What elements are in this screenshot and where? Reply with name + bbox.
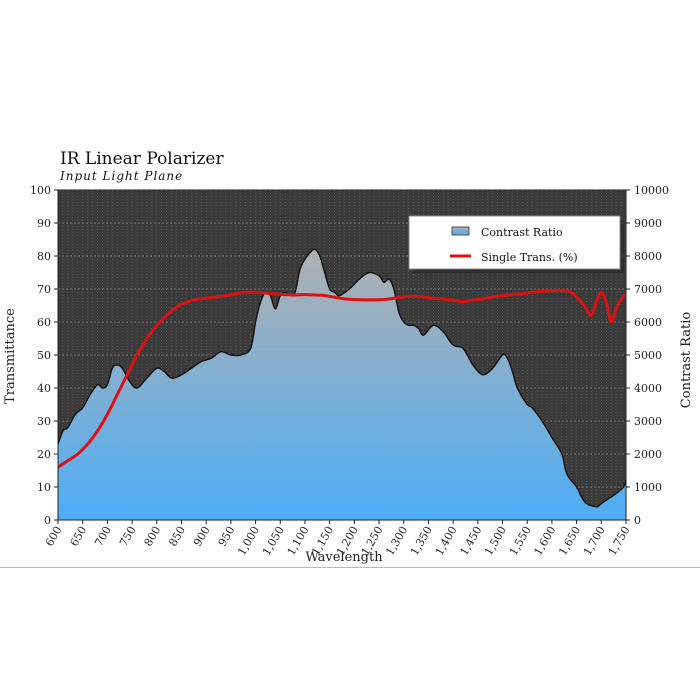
x-tick-label: 1,300 [383, 524, 410, 558]
legend-swatch-contrast-ratio [451, 226, 470, 236]
x-tick-label: 1,400 [433, 524, 460, 558]
y2-tick-label: 4000 [634, 382, 662, 395]
contrast-ratio-area [58, 249, 626, 520]
x-tick-label: 1,050 [260, 524, 287, 558]
x-tick-label: 1,650 [556, 524, 583, 558]
y-tick-label: 60 [37, 316, 51, 329]
x-tick-label: 650 [68, 524, 90, 549]
x-tick-label: 1,450 [457, 524, 484, 558]
y-tick-label: 50 [37, 349, 51, 362]
x-tick-label: 800 [142, 524, 164, 549]
chart-title: IR Linear Polarizer [60, 149, 224, 169]
x-tick-label: 1,700 [581, 524, 608, 558]
y2-tick-label: 7000 [634, 283, 662, 296]
y-tick-label: 90 [37, 217, 51, 230]
y2-axis-ticks: 0 1000 2000 3000 4000 5000 6000 7000 8000 9000 100… [626, 184, 669, 527]
y-tick-label: 30 [37, 415, 51, 428]
x-tick-label: 1,550 [507, 524, 534, 558]
single-trans-line [58, 288, 626, 469]
x-tick-label: 1,350 [408, 524, 435, 558]
y-tick-label: 80 [37, 250, 51, 263]
y2-tick-label: 10000 [634, 184, 669, 197]
y-axis-ticks: 0 10 20 30 40 50 60 70 80 90 100 [30, 184, 58, 527]
y2-tick-label: 8000 [634, 250, 662, 263]
y-tick-label: 70 [37, 283, 51, 296]
y-tick-label: 0 [44, 514, 51, 527]
y-tick-label: 100 [30, 184, 51, 197]
x-tick-label: 700 [92, 524, 114, 549]
y2-tick-label: 0 [634, 514, 641, 527]
y2-tick-label: 9000 [634, 217, 662, 230]
contrast-ratio-area-group [58, 248, 626, 520]
x-tick-label: 1,750 [606, 524, 633, 558]
legend-label-single-trans: Single Trans. (%) [481, 251, 578, 264]
y2-tick-label: 6000 [634, 316, 662, 329]
y-tick-label: 40 [37, 382, 51, 395]
y-axis-title: Transmittance [3, 308, 18, 404]
chart-subtitle: Input Light Plane [59, 169, 183, 183]
x-tick-label: 850 [166, 524, 188, 549]
single-trans-line-group [58, 288, 626, 469]
x-tick-label: 1,600 [532, 524, 559, 558]
bottom-divider [0, 567, 700, 568]
x-tick-label: 600 [43, 524, 65, 549]
legend-label-contrast-ratio: Contrast Ratio [481, 226, 563, 239]
y-tick-label: 20 [37, 448, 51, 461]
y2-tick-label: 5000 [634, 349, 662, 362]
x-tick-label: 1,500 [482, 524, 509, 558]
x-tick-label: 950 [216, 524, 238, 549]
y2-tick-label: 1000 [634, 481, 662, 494]
x-tick-label: 750 [117, 524, 139, 549]
y2-tick-label: 2000 [634, 448, 662, 461]
legend: Contrast Ratio Single Trans. (%) [408, 215, 624, 273]
x-axis-title: Wavelength [305, 550, 383, 565]
y-tick-label: 10 [37, 481, 51, 494]
x-tick-label: 900 [191, 524, 213, 549]
y2-axis-title: Contrast Ratio [679, 312, 694, 409]
y2-tick-label: 3000 [634, 415, 662, 428]
x-tick-label: 1,000 [235, 524, 262, 558]
contrast-ratio-outline [58, 248, 626, 508]
